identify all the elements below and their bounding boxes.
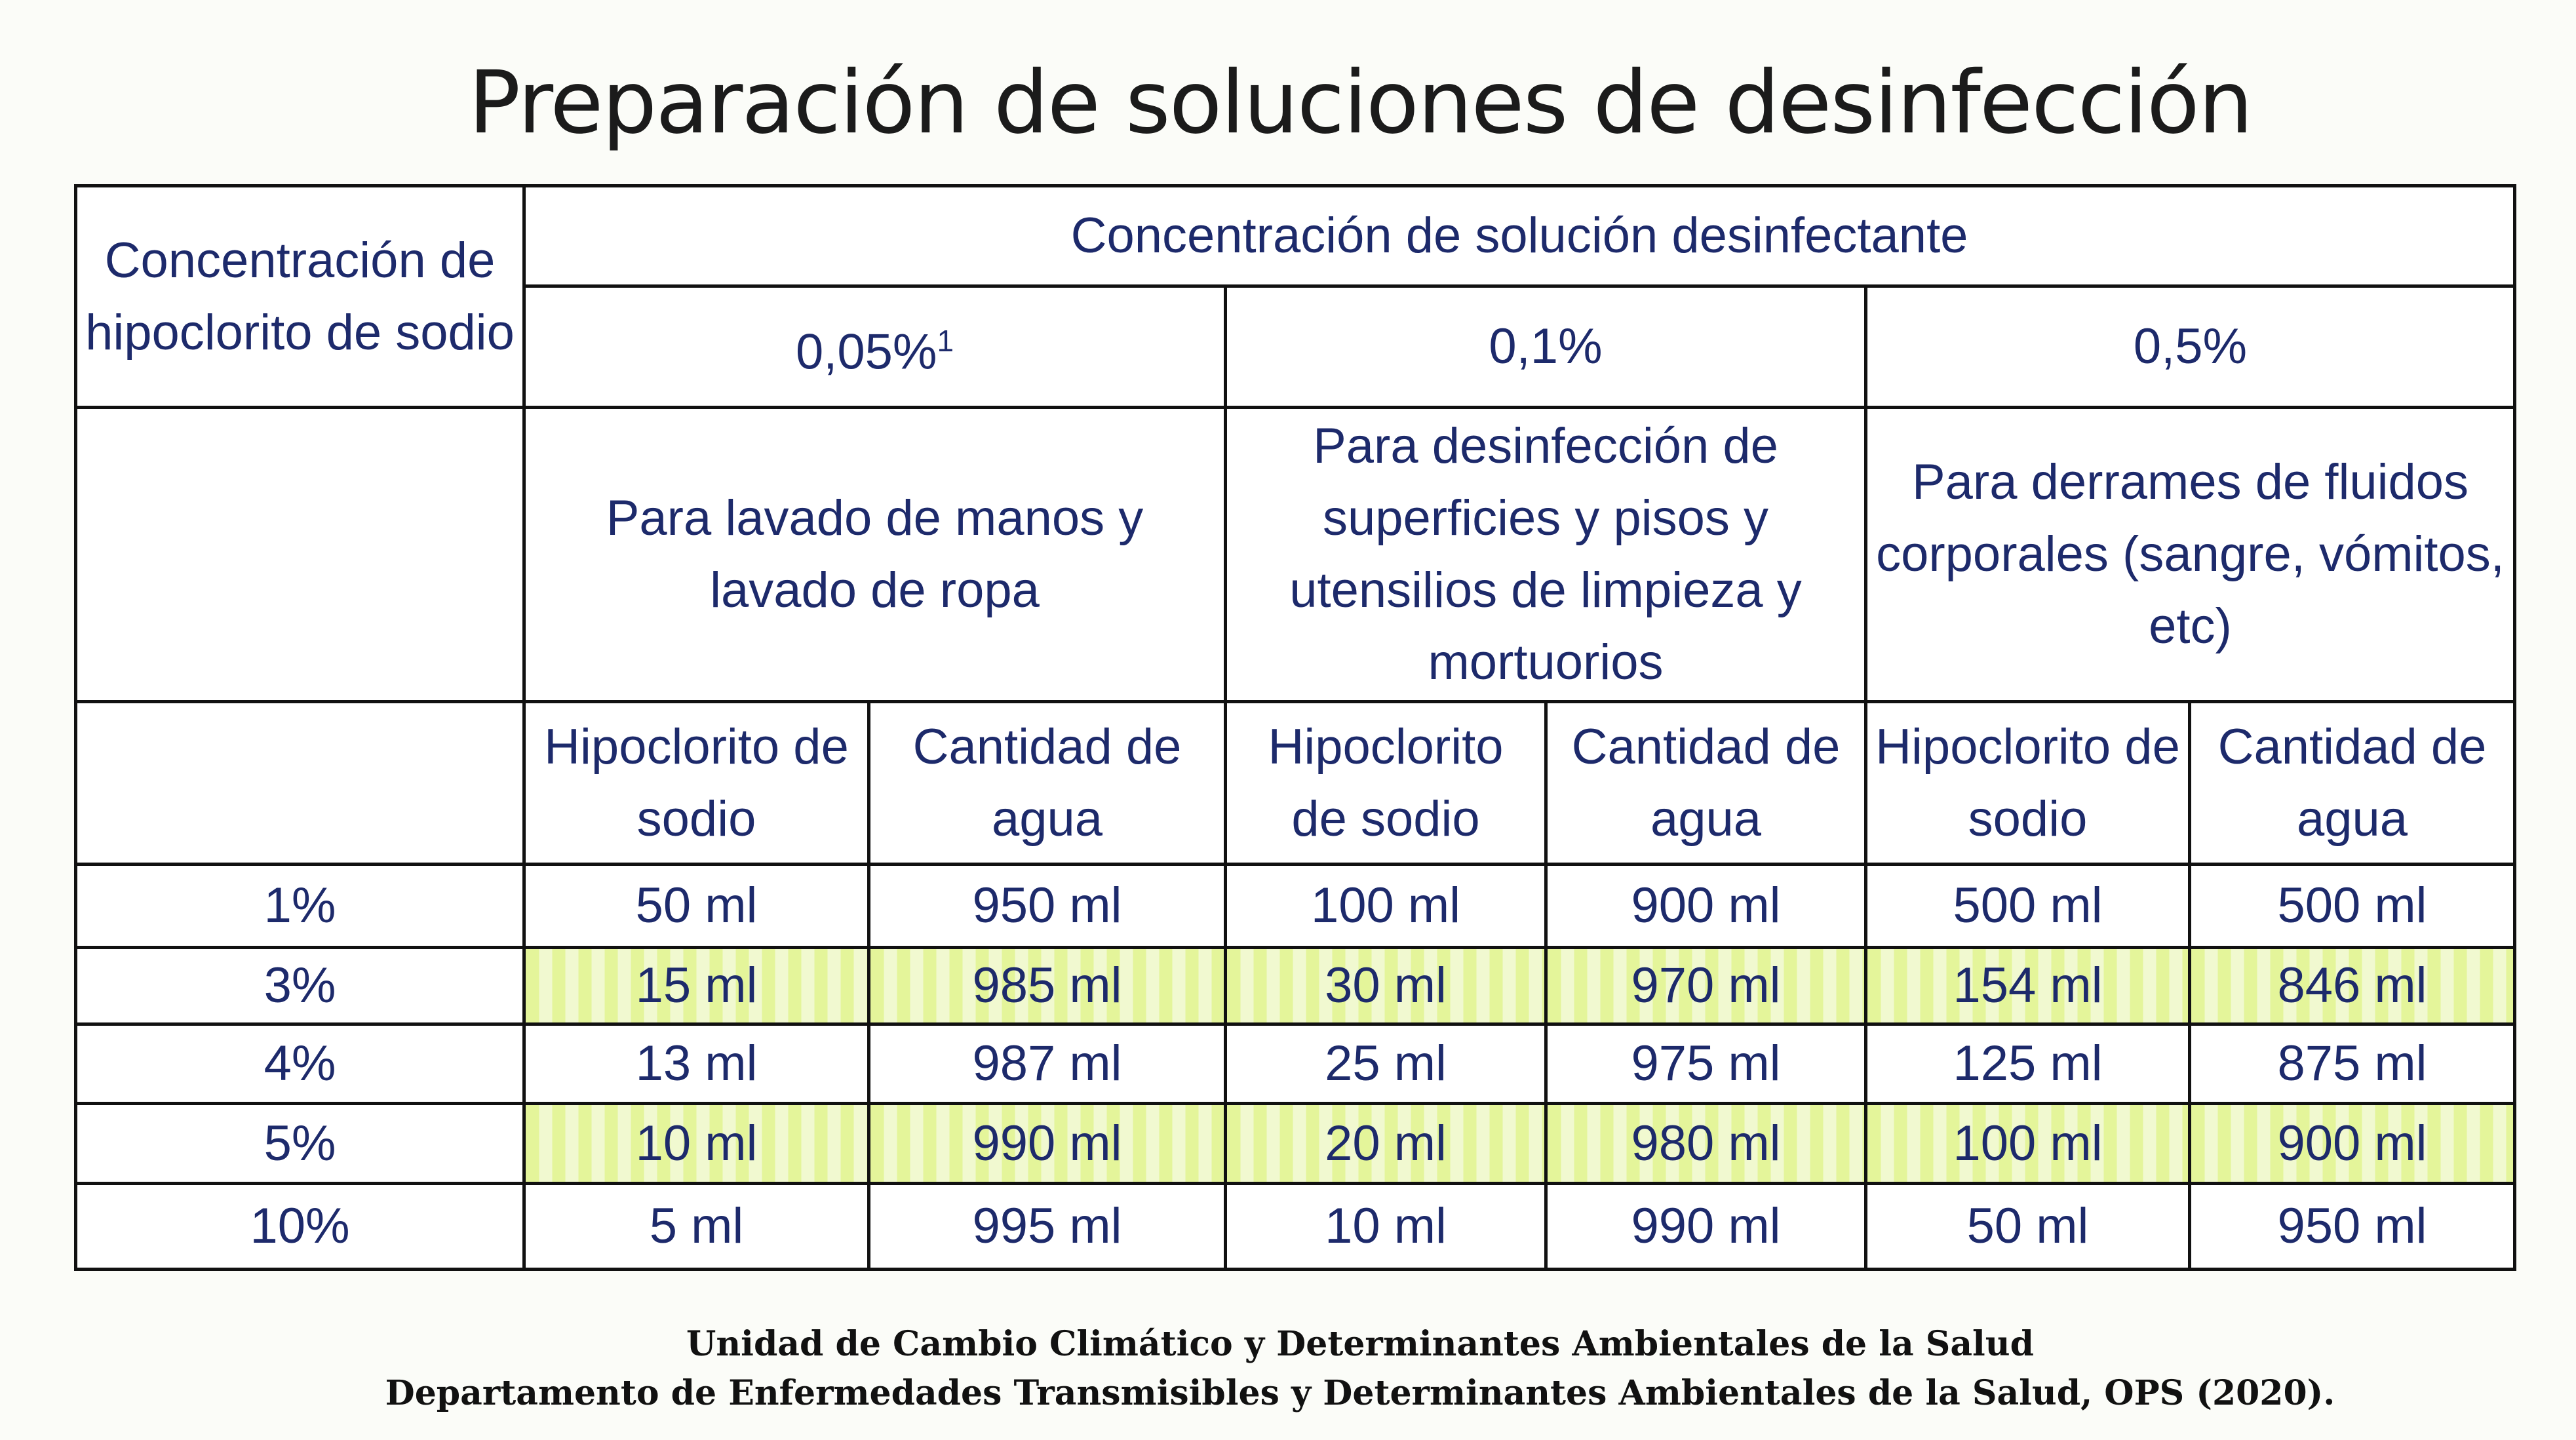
water-amount-cell: 970 ml <box>1544 946 1867 1026</box>
hypochlorite-amount-cell: 500 ml <box>1864 863 2191 949</box>
group-header: Concentración de solución desinfectante <box>522 184 2517 288</box>
water-amount-cell: 980 ml <box>1544 1102 1867 1185</box>
hypochlorite-amount-cell: 20 ml <box>1224 1102 1548 1185</box>
water-amount-cell: 990 ml <box>1544 1182 1867 1271</box>
empty-cell <box>74 700 526 866</box>
hypochlorite-amount-cell: 125 ml <box>1864 1022 2191 1105</box>
water-amount-cell: 990 ml <box>867 1102 1227 1185</box>
water-amount-cell: 950 ml <box>2187 1182 2517 1271</box>
table-row: 5% 10 ml 990 ml 20 ml 980 ml 100 ml 900 ml <box>74 1102 2517 1185</box>
water-amount-cell: 975 ml <box>1544 1022 1867 1105</box>
water-amount-cell: 995 ml <box>867 1182 1227 1271</box>
hypochlorite-amount-cell: 154 ml <box>1864 946 2191 1026</box>
hypochlorite-amount-cell: 100 ml <box>1224 863 1548 949</box>
hypochlorite-amount-cell: 13 ml <box>522 1022 870 1105</box>
footer-line-2: Departamento de Enfermedades Transmisibl… <box>385 1373 2335 1413</box>
hypochlorite-amount-cell: 10 ml <box>522 1102 870 1185</box>
corner-header: Concentración de hipoclorito de sodio <box>74 184 526 409</box>
empty-cell <box>74 406 526 703</box>
table-row: 3% 15 ml 985 ml 30 ml 970 ml 154 ml 846 ml <box>74 946 2517 1026</box>
concentration-cell: 4% <box>74 1022 526 1105</box>
page-title: Preparación de soluciones de desinfecció… <box>468 52 2254 153</box>
water-amount-cell: 875 ml <box>2187 1022 2517 1105</box>
hypochlorite-amount-cell: 15 ml <box>522 946 870 1026</box>
use-description: Para desinfección de superficies y pisos… <box>1224 406 1867 703</box>
footnote-marker: 1 <box>937 324 954 359</box>
water-amount-cell: 846 ml <box>2187 946 2517 1026</box>
sub-header: Hipoclorito de sodio <box>1864 700 2191 866</box>
water-amount-cell: 900 ml <box>1544 863 1867 949</box>
sub-header: Hipoclorito de sodio <box>522 700 870 866</box>
concentration-cell: 3% <box>74 946 526 1026</box>
hypochlorite-amount-cell: 5 ml <box>522 1182 870 1271</box>
sub-header: Hipoclorito de sodio <box>1224 700 1548 866</box>
hypochlorite-amount-cell: 30 ml <box>1224 946 1548 1026</box>
hypochlorite-amount-cell: 50 ml <box>522 863 870 949</box>
disinfection-table: Concentración de hipoclorito de sodio Co… <box>74 184 2517 1271</box>
water-amount-cell: 985 ml <box>867 946 1227 1026</box>
concentration-label: 0,05% <box>795 324 937 380</box>
hypochlorite-amount-cell: 50 ml <box>1864 1182 2191 1271</box>
table-row: 4% 13 ml 987 ml 25 ml 975 ml 125 ml 875 ml <box>74 1022 2517 1105</box>
water-amount-cell: 987 ml <box>867 1022 1227 1105</box>
concentration-cell: 5% <box>74 1102 526 1185</box>
use-description: Para lavado de manos y lavado de ropa <box>522 406 1227 703</box>
concentration-header: 0,05%1 <box>522 284 1227 409</box>
table-row: 1% 50 ml 950 ml 100 ml 900 ml 500 ml 500 ml <box>74 863 2517 949</box>
use-description: Para derrames de fluidos corporales (san… <box>1864 406 2517 703</box>
sub-header: Cantidad de agua <box>1544 700 1867 866</box>
hypochlorite-amount-cell: 25 ml <box>1224 1022 1548 1105</box>
concentration-cell: 10% <box>74 1182 526 1271</box>
sub-header: Cantidad de agua <box>2187 700 2517 866</box>
water-amount-cell: 950 ml <box>867 863 1227 949</box>
sub-header: Cantidad de agua <box>867 700 1227 866</box>
table-row: 10% 5 ml 995 ml 10 ml 990 ml 50 ml 950 ml <box>74 1182 2517 1271</box>
hypochlorite-amount-cell: 100 ml <box>1864 1102 2191 1185</box>
hypochlorite-amount-cell: 10 ml <box>1224 1182 1548 1271</box>
footer-line-1: Unidad de Cambio Climático y Determinant… <box>686 1324 2034 1364</box>
concentration-header: 0,1% <box>1224 284 1867 409</box>
concentration-cell: 1% <box>74 863 526 949</box>
water-amount-cell: 900 ml <box>2187 1102 2517 1185</box>
concentration-header: 0,5% <box>1864 284 2517 409</box>
water-amount-cell: 500 ml <box>2187 863 2517 949</box>
